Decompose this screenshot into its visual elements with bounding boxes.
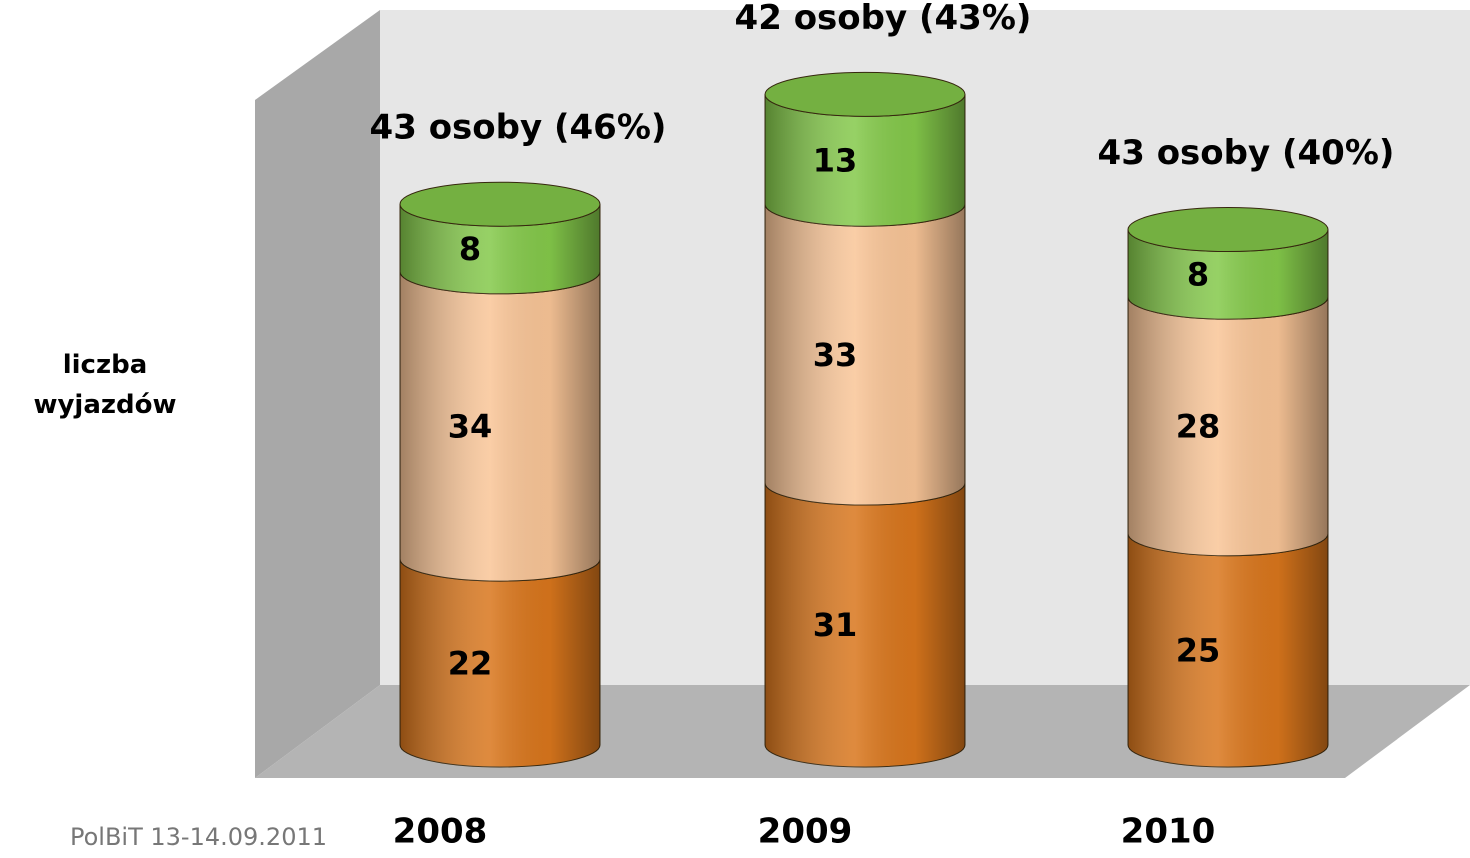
segment-shading: [765, 483, 965, 767]
data-label: 22: [448, 644, 493, 682]
segment-shading: [1128, 533, 1328, 767]
data-label: 28: [1176, 408, 1221, 446]
segment-shading: [400, 271, 600, 582]
cylinder-top-shade: [1128, 207, 1328, 252]
segment-shading: [765, 204, 965, 506]
y-axis-label: liczba wyjazdów: [33, 350, 177, 420]
cylinder-top-shade: [400, 182, 600, 227]
annotation: 43 osoby (46%): [370, 108, 667, 148]
data-label: 8: [1187, 256, 1209, 294]
data-label: 13: [813, 141, 858, 179]
data-label: 8: [459, 230, 481, 268]
segment-shading: [1128, 229, 1328, 320]
data-label: 25: [1176, 632, 1221, 670]
side-wall: [255, 10, 380, 778]
data-label: 31: [813, 606, 858, 644]
cylinder-top-shade: [765, 72, 965, 117]
annotation: 43 osoby (40%): [1098, 133, 1395, 173]
data-label: 33: [813, 336, 858, 374]
cylinder-top: [764, 71, 966, 117]
annotation: 42 osoby (43%): [735, 0, 1032, 38]
segment-shading: [765, 94, 965, 227]
data-label: 34: [448, 408, 493, 446]
cylinder-top: [1127, 207, 1329, 253]
x-tick-label: 2008: [393, 812, 488, 852]
x-tick-label: 2009: [758, 812, 853, 852]
footer: PolBiT 13-14.09.2011: [70, 823, 327, 851]
x-tick-label: 2010: [1121, 812, 1216, 852]
segment-shading: [400, 204, 600, 294]
cylinder-top: [399, 181, 601, 227]
segment-shading: [1128, 297, 1328, 556]
segment-shading: [400, 559, 600, 767]
